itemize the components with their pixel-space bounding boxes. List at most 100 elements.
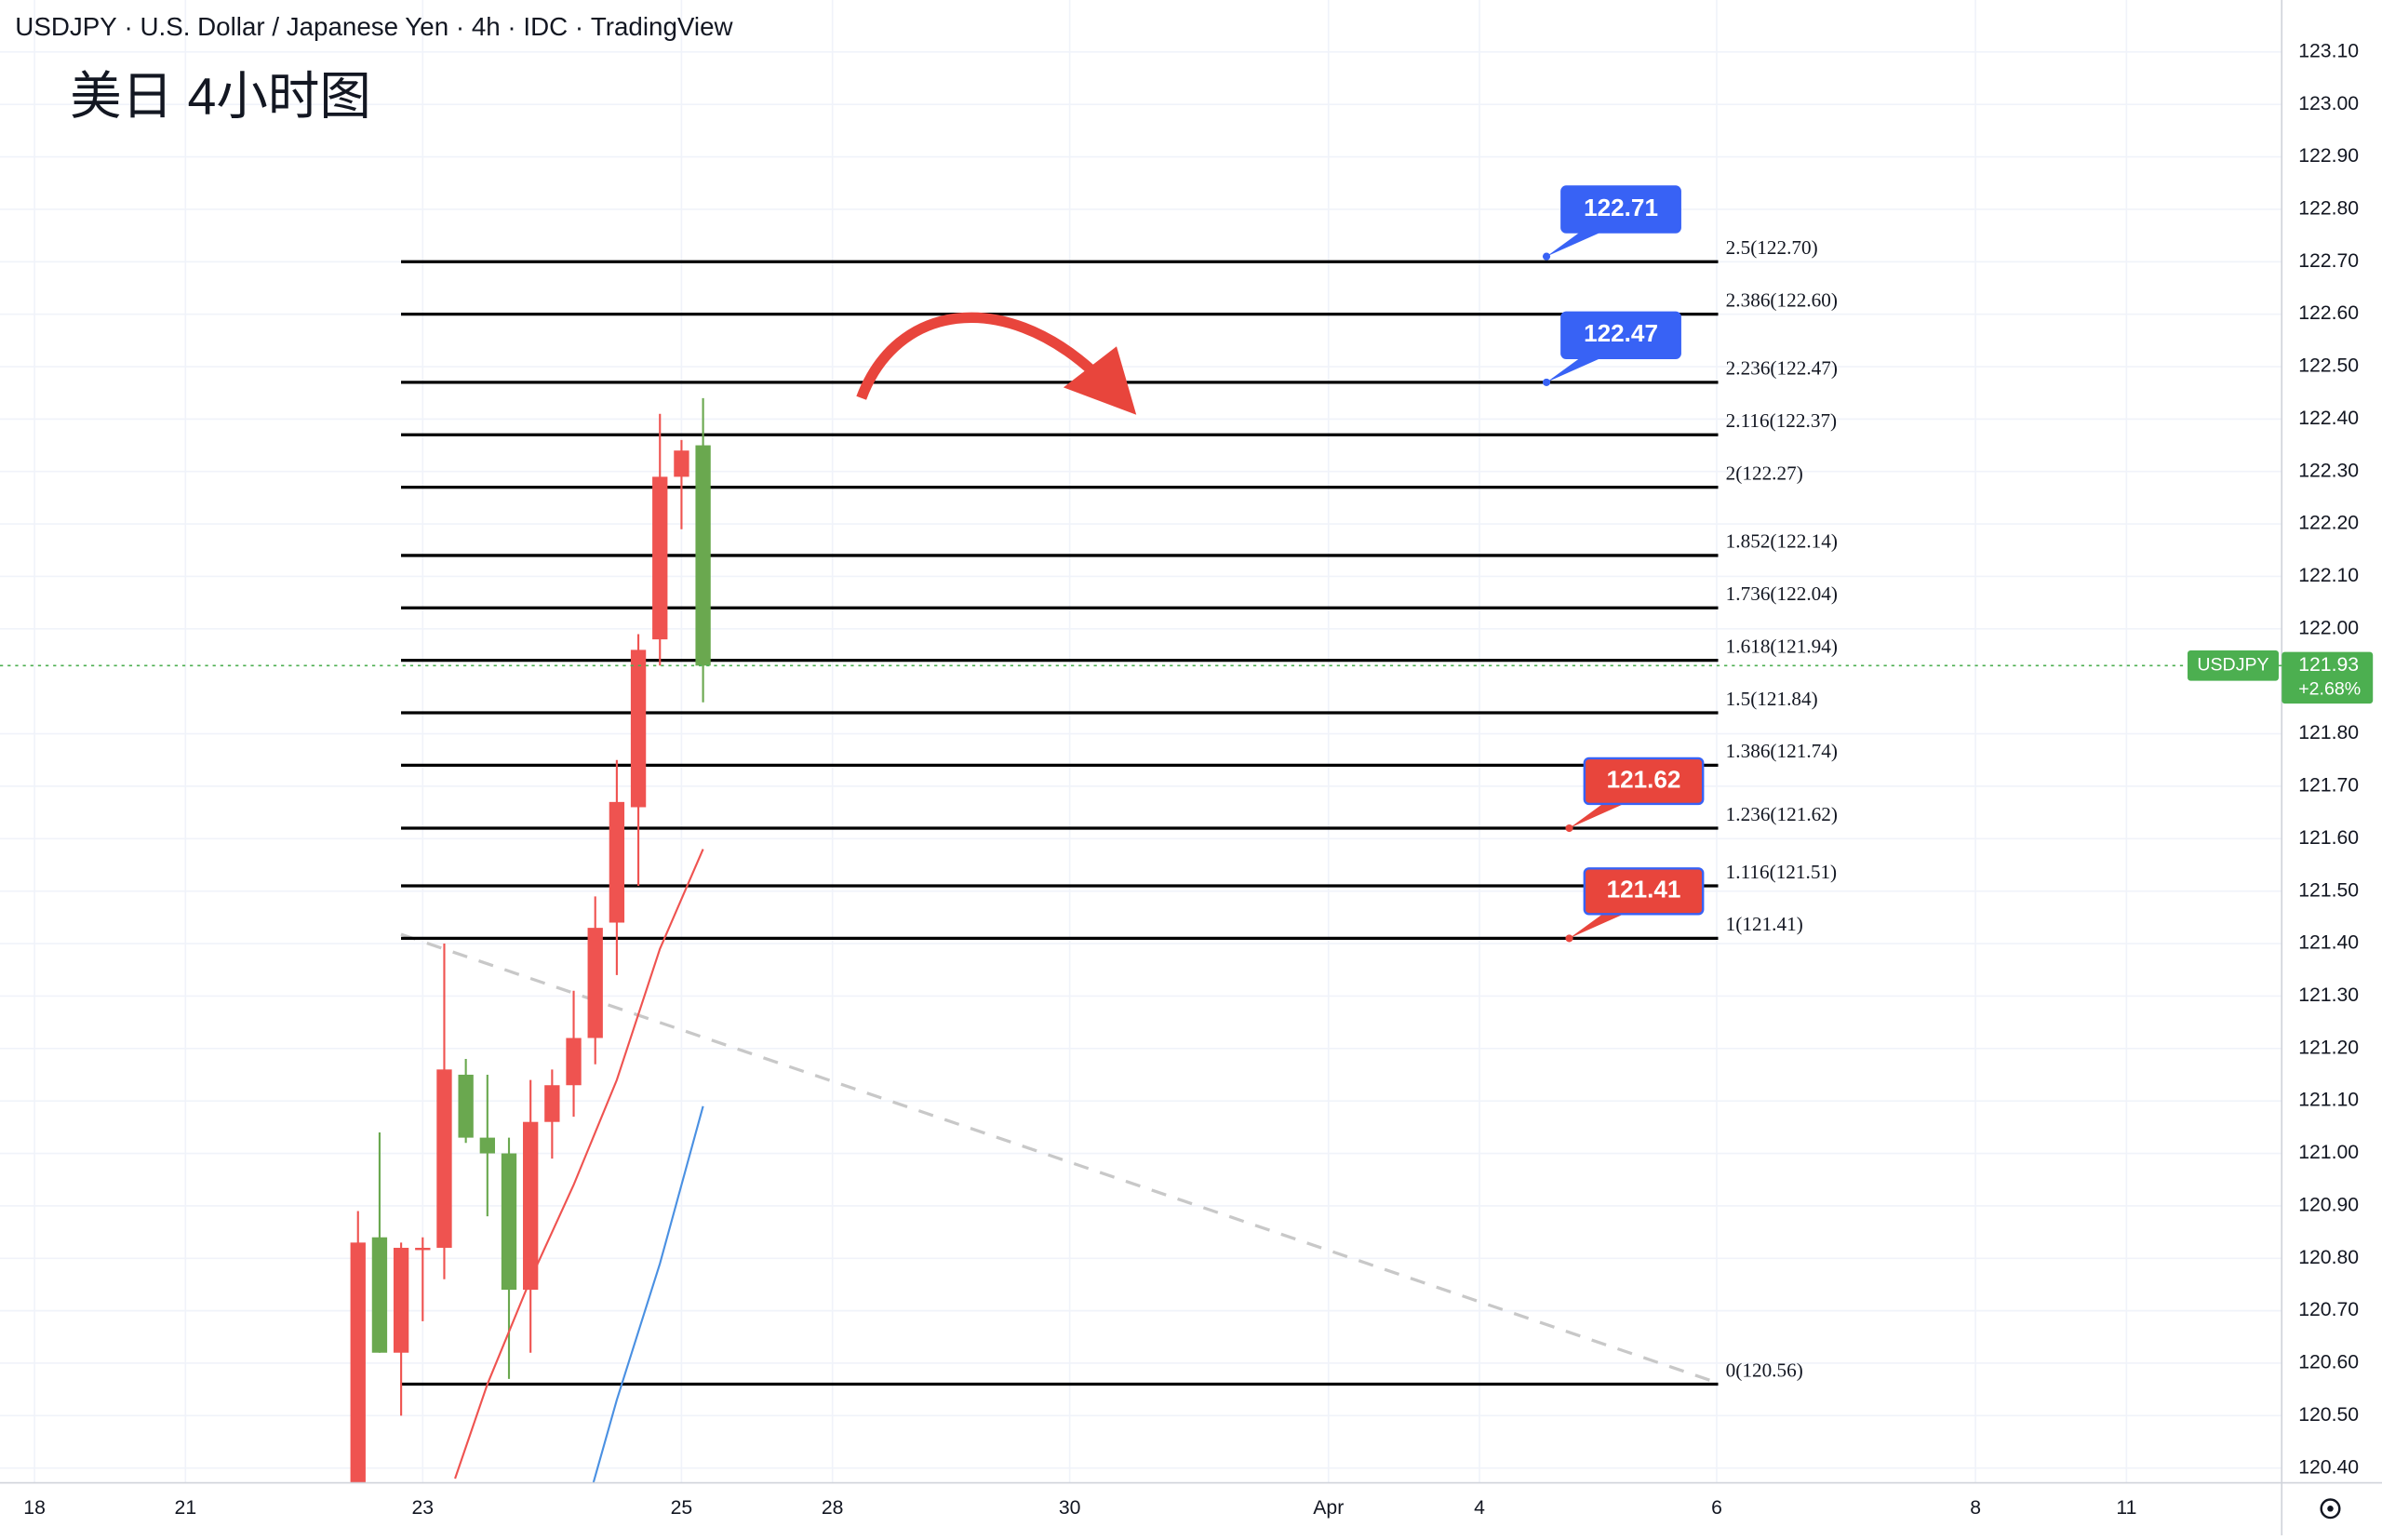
callout-pointer bbox=[1569, 803, 1625, 829]
fib-label: 1.236(121.62) bbox=[1726, 803, 1838, 825]
header: USDJPY · U.S. Dollar / Japanese Yen · 4h… bbox=[15, 12, 733, 41]
fib-label: 2(122.27) bbox=[1726, 462, 1803, 484]
y-tick-label: 122.50 bbox=[2298, 355, 2359, 377]
x-tick-label: 8 bbox=[1970, 1497, 1981, 1519]
y-tick-label: 122.90 bbox=[2298, 145, 2359, 167]
x-tick-label: 25 bbox=[671, 1497, 693, 1519]
y-tick-label: 121.50 bbox=[2298, 879, 2359, 901]
x-tick-label: 23 bbox=[411, 1497, 434, 1519]
candle-body bbox=[458, 1074, 474, 1138]
x-tick-label: 11 bbox=[2116, 1497, 2136, 1519]
y-tick-label: 121.20 bbox=[2298, 1037, 2359, 1058]
arrow bbox=[856, 312, 1098, 400]
y-tick-label: 120.50 bbox=[2298, 1404, 2359, 1426]
y-tick-label: 122.10 bbox=[2298, 565, 2359, 586]
y-tick-label: 122.30 bbox=[2298, 460, 2359, 481]
y-tick-label: 122.60 bbox=[2298, 302, 2359, 324]
fib-label: 2.386(122.60) bbox=[1726, 288, 1838, 311]
y-tick-label: 121.60 bbox=[2298, 827, 2359, 849]
y-tick-label: 122.00 bbox=[2298, 617, 2359, 638]
candle-body bbox=[393, 1247, 409, 1353]
callout-label: 122.71 bbox=[1584, 194, 1658, 221]
fib-label: 2.116(122.37) bbox=[1726, 409, 1837, 432]
price-tag bbox=[2282, 651, 2374, 704]
x-tick-label: 6 bbox=[1711, 1497, 1722, 1519]
y-tick-label: 120.70 bbox=[2298, 1299, 2359, 1320]
candle-body bbox=[350, 1242, 366, 1483]
callout-anchor bbox=[1542, 252, 1551, 261]
y-tick-label: 121.10 bbox=[2298, 1090, 2359, 1111]
y-tick-label: 122.80 bbox=[2298, 198, 2359, 220]
candle-body bbox=[436, 1069, 452, 1248]
callout-pointer bbox=[1546, 232, 1601, 257]
y-tick-label: 121.70 bbox=[2298, 775, 2359, 797]
price-tag-label: 121.93 bbox=[2298, 654, 2359, 676]
candle-body bbox=[652, 476, 668, 640]
y-tick-label: 123.10 bbox=[2298, 40, 2359, 61]
fib-label: 1.736(122.04) bbox=[1726, 583, 1838, 605]
candle-body bbox=[371, 1237, 388, 1353]
x-tick-label: 18 bbox=[23, 1497, 46, 1519]
y-tick-label: 120.60 bbox=[2298, 1352, 2359, 1373]
grid bbox=[0, 0, 2282, 1483]
callout-box bbox=[1583, 757, 1705, 806]
candle-body bbox=[501, 1153, 517, 1291]
callout-box bbox=[1583, 867, 1705, 916]
candle-body bbox=[630, 649, 647, 808]
callout-box bbox=[1560, 185, 1681, 234]
symbol-tag bbox=[2188, 649, 2279, 681]
y-tick-label: 120.90 bbox=[2298, 1194, 2359, 1215]
moving-average bbox=[454, 849, 704, 1480]
candle-body bbox=[587, 928, 603, 1038]
candle-body bbox=[609, 801, 625, 923]
callout-label: 121.41 bbox=[1607, 876, 1681, 904]
plot bbox=[350, 260, 1719, 1483]
candle-body bbox=[415, 1247, 431, 1251]
y-tick-label: 120.80 bbox=[2298, 1247, 2359, 1268]
callout-box bbox=[1560, 311, 1681, 360]
y-tick-label: 120.40 bbox=[2298, 1456, 2359, 1478]
x-tick-label: 30 bbox=[1059, 1497, 1081, 1519]
y-tick-label: 121.00 bbox=[2298, 1142, 2359, 1163]
arrow-head bbox=[1063, 346, 1137, 415]
x-tick-label: 4 bbox=[1474, 1497, 1485, 1519]
candle-body bbox=[695, 445, 711, 666]
fib-label: 1.618(121.94) bbox=[1726, 635, 1838, 657]
candle-body bbox=[544, 1085, 560, 1122]
fib-label: 1.386(121.74) bbox=[1726, 740, 1838, 762]
callout-pointer bbox=[1569, 914, 1625, 939]
y-tick-label: 122.70 bbox=[2298, 250, 2359, 272]
candle-body bbox=[479, 1137, 495, 1154]
x-tick-label: 21 bbox=[175, 1497, 197, 1519]
fib-label: 1.5(121.84) bbox=[1726, 688, 1818, 710]
callout-label: 121.62 bbox=[1607, 765, 1681, 793]
y-tick-label: 121.40 bbox=[2298, 932, 2359, 954]
trend-line bbox=[400, 932, 1718, 1385]
x-tick-label: Apr bbox=[1313, 1497, 1344, 1519]
callout-pointer bbox=[1546, 357, 1601, 382]
callout-anchor bbox=[1565, 934, 1573, 943]
settings-icon[interactable] bbox=[2320, 1498, 2341, 1520]
chart-title: 美日 4小时图 bbox=[70, 67, 371, 125]
fib-label: 0(120.56) bbox=[1726, 1359, 1803, 1381]
callout-anchor bbox=[1565, 824, 1573, 833]
fib-label: 1.116(121.51) bbox=[1726, 861, 1837, 883]
y-tick-label: 122.40 bbox=[2298, 408, 2359, 429]
callout-anchor bbox=[1542, 378, 1551, 387]
callout-label: 122.47 bbox=[1584, 319, 1658, 347]
moving-average bbox=[592, 1105, 704, 1483]
fib-label: 1(121.41) bbox=[1726, 913, 1803, 935]
candle-body bbox=[523, 1121, 539, 1291]
y-tick-label: 121.30 bbox=[2298, 984, 2359, 1006]
y-tick-label: 122.20 bbox=[2298, 513, 2359, 534]
fib-label: 2.5(122.70) bbox=[1726, 236, 1818, 259]
candle-body bbox=[674, 450, 689, 477]
fib-label: 2.236(122.47) bbox=[1726, 357, 1838, 380]
symbol-tag-label: USDJPY bbox=[2197, 654, 2268, 675]
fib-label: 1.852(122.14) bbox=[1726, 530, 1838, 553]
y-tick-label: 121.80 bbox=[2298, 722, 2359, 743]
price-change: +2.68% bbox=[2298, 679, 2361, 700]
x-tick-label: 28 bbox=[822, 1497, 844, 1519]
